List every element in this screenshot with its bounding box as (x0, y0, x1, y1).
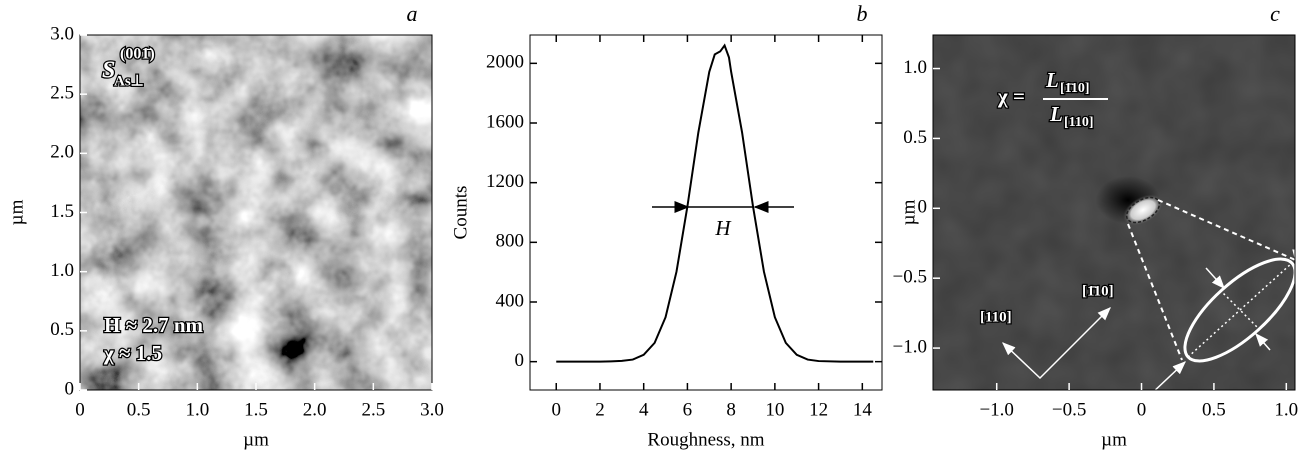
y-tick-label: 2000 (486, 52, 524, 73)
afm-texture (80, 35, 432, 390)
major-axis (1187, 262, 1293, 358)
y-tick-label: 0 (515, 350, 525, 371)
annotation: H (714, 216, 732, 240)
x-tick-label: −0.5 (1052, 399, 1086, 420)
y-tick-label: 1.5 (50, 201, 74, 222)
x-axis-label: µm (1101, 429, 1127, 450)
panel-label: b (857, 1, 868, 26)
y-tick-label: 0 (65, 378, 75, 399)
y-axis-label: µm (898, 199, 919, 225)
x-tick-label: 3.0 (420, 399, 444, 420)
x-tick-label: 0 (75, 399, 85, 420)
x-tick-label: 6 (683, 399, 693, 420)
y-tick-label: 2.5 (50, 83, 74, 104)
y-tick-label: −0.5 (893, 267, 927, 288)
x-tick-label: 0.5 (1202, 399, 1226, 420)
x-tick-label: 0.5 (127, 399, 151, 420)
annotation: (001̄) (120, 46, 155, 63)
y-axis-label: µm (6, 199, 27, 225)
y-tick-label: 800 (496, 231, 525, 252)
dashed-line (1127, 223, 1183, 361)
annotation: χ = (997, 84, 1025, 108)
annotation: S (102, 58, 115, 84)
arrow (1255, 332, 1271, 351)
line (556, 43, 874, 363)
y-tick-label: 1.0 (903, 57, 927, 78)
y-tick-label: 0.5 (903, 127, 927, 148)
panel-label: a (407, 1, 418, 26)
x-tick-label: 12 (809, 399, 828, 420)
arrow (1205, 267, 1225, 290)
y-tick-label: 400 (496, 290, 525, 311)
annotation: [110] (1064, 115, 1094, 130)
x-tick-label: 4 (639, 399, 649, 420)
annotation: L (1049, 102, 1063, 126)
annotation: L (1045, 68, 1059, 92)
x-tick-label: 14 (853, 399, 873, 420)
annotation: [1̄10] (1082, 283, 1114, 299)
frame (932, 34, 1296, 391)
x-tick-label: 1.0 (185, 399, 209, 420)
x-tick-label: −1.0 (979, 399, 1013, 420)
y-tick-label: 0 (918, 197, 928, 218)
y-tick-label: 1.0 (50, 260, 74, 281)
annotation: χ ≈ 1.5 (103, 341, 162, 365)
annotation: [1̄10] (1060, 81, 1090, 96)
y-tick-label: 1600 (486, 111, 524, 132)
x-tick-label: 0 (551, 399, 561, 420)
dashed-line (1157, 199, 1301, 263)
x-tick-label: 2.0 (303, 399, 327, 420)
y-axis-label: Counts (450, 186, 471, 240)
y-tick-label: −1.0 (893, 336, 927, 357)
x-tick-label: 10 (765, 399, 784, 420)
y-tick-label: 1200 (486, 171, 524, 192)
x-tick-label: 0 (1137, 399, 1147, 420)
arrow (1292, 231, 1303, 264)
x-axis-label: Roughness, nm (647, 429, 764, 450)
y-tick-label: 0.5 (50, 319, 74, 340)
annotation: As⊥ (114, 73, 144, 89)
x-tick-label: 1.0 (1274, 399, 1298, 420)
frame (529, 34, 883, 391)
panel-label: c (1270, 1, 1280, 26)
x-tick-label: 2.5 (361, 399, 385, 420)
y-tick-label: 2.0 (50, 142, 74, 163)
x-tick-label: 8 (726, 399, 736, 420)
spot (1122, 194, 1164, 226)
axes-arrows (1002, 307, 1111, 380)
x-tick-label: 2 (595, 399, 605, 420)
annotation: [110] (980, 309, 1012, 325)
x-tick-label: 1.5 (244, 399, 268, 420)
annotation: H ≈ 2.7 nm (104, 313, 204, 337)
y-tick-label: 3.0 (50, 23, 74, 44)
x-axis-label: µm (243, 429, 269, 450)
